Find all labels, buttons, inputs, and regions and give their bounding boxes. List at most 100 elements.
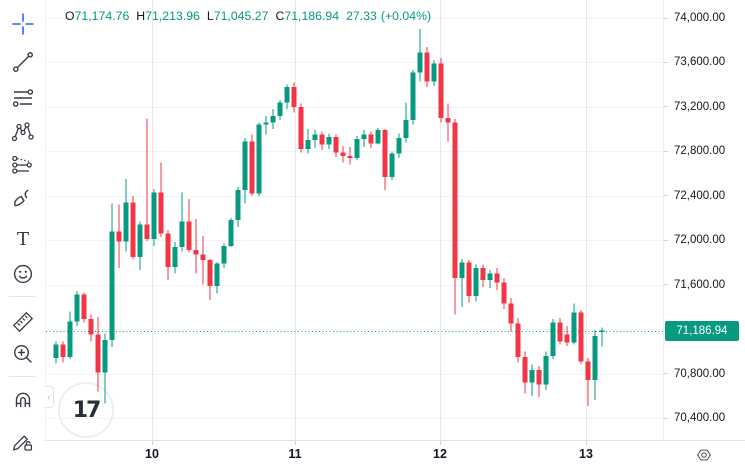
price-scale[interactable]: 71,186.94 74,000.00 73,600.00 73,200.00 72,…	[663, 0, 745, 440]
candle-body	[200, 254, 206, 261]
time-tick-label: 10	[145, 447, 159, 461]
emoji-tool-button[interactable]	[6, 258, 39, 290]
candle-body	[270, 115, 276, 123]
candle-body	[571, 312, 577, 343]
price-tick-label: 71,600.00	[674, 278, 726, 291]
candle-body	[165, 233, 171, 267]
candle-body	[249, 141, 255, 194]
time-tick-mark	[295, 441, 296, 445]
candle-body	[557, 322, 563, 342]
candle-body	[382, 130, 388, 177]
time-axis-settings-button[interactable]	[693, 445, 715, 467]
text-tool-button[interactable]: T	[6, 223, 39, 255]
zoom-in-icon	[10, 341, 36, 367]
price-tick-label: 72,400.00	[674, 189, 726, 202]
candle-wick	[461, 259, 463, 307]
candle-body	[60, 344, 66, 357]
price-tick-mark	[664, 195, 668, 197]
projection-tool-button[interactable]	[6, 149, 39, 181]
crosshair-tool-button[interactable]	[6, 8, 39, 40]
candle-body	[592, 335, 598, 381]
candle-body	[438, 63, 444, 118]
candle-wick	[601, 327, 603, 347]
price-tick-mark	[664, 61, 668, 63]
candle-body	[151, 192, 157, 240]
trend-line-tool-button[interactable]	[6, 46, 39, 78]
candle-body	[494, 273, 500, 283]
candle-body	[508, 303, 514, 324]
close-group: C71,186.94	[275, 9, 339, 23]
candle-series	[53, 29, 605, 406]
current-price-badge: 71,186.94	[665, 320, 739, 341]
drawing-lock-tool-button[interactable]	[6, 426, 39, 458]
price-tick-label: 74,000.00	[674, 12, 726, 24]
ruler-tool-button[interactable]	[6, 306, 39, 338]
close-label: C	[275, 9, 285, 23]
candle-body	[305, 140, 311, 150]
trend-line-icon	[10, 49, 36, 75]
emoji-icon	[10, 261, 36, 287]
time-tick-mark	[152, 441, 153, 445]
price-tick-mark	[664, 373, 668, 375]
candle-body	[74, 294, 80, 322]
open-label: O	[65, 9, 75, 23]
low-label: L	[206, 9, 214, 23]
candle-body	[340, 152, 346, 156]
candle-body	[501, 282, 507, 304]
candle-body	[578, 312, 584, 362]
candle-body	[298, 106, 304, 150]
candle-body	[172, 246, 178, 267]
candle-body	[389, 153, 395, 177]
chevron-left-icon: ‹	[47, 392, 51, 402]
toolbar-collapse-button[interactable]: ‹	[45, 386, 54, 408]
candle-wick	[146, 118, 148, 241]
candle-body	[375, 130, 381, 144]
drawing-lock-icon	[10, 429, 36, 455]
price-tick-mark	[664, 150, 668, 152]
candle-body	[102, 340, 108, 373]
fib-retracement-tool-button[interactable]	[6, 82, 39, 114]
candle-body	[221, 245, 227, 264]
time-tick-label: 11	[288, 447, 302, 461]
candle-body	[291, 86, 297, 107]
open-value: 71,174.76	[74, 9, 130, 23]
candle-body	[256, 124, 262, 194]
candle-body	[396, 138, 402, 154]
candle-body	[459, 262, 465, 278]
candle-wick	[447, 103, 449, 142]
candle-body	[284, 86, 290, 103]
candle-body	[347, 155, 353, 158]
candle-body	[263, 122, 269, 125]
price-tick-mark	[664, 284, 668, 286]
candle-body	[81, 294, 87, 320]
brush-icon	[10, 186, 36, 212]
text-icon: T	[10, 226, 36, 252]
brush-tool-button[interactable]	[6, 183, 39, 215]
candle-body	[480, 268, 486, 281]
price-tick-label: 73,600.00	[674, 56, 726, 69]
high-group: H71,213.96	[136, 9, 200, 23]
open-group: O71,174.76	[65, 9, 129, 23]
change-percent: (+0.04%)	[380, 9, 432, 23]
close-value: 71,186.94	[284, 9, 340, 23]
candle-body	[424, 52, 430, 82]
high-label: H	[136, 9, 146, 23]
zoom-in-tool-button[interactable]	[6, 338, 39, 370]
candle-body	[550, 322, 556, 356]
candle-body	[585, 361, 591, 381]
price-tick-label: 70,800.00	[674, 367, 726, 380]
price-tick-label: 72,000.00	[674, 234, 726, 247]
magnet-tool-button[interactable]	[6, 384, 39, 416]
candle-body	[536, 370, 542, 385]
candle-body	[95, 334, 101, 373]
candle-body	[158, 192, 164, 234]
time-tick-mark	[440, 441, 441, 445]
xabcd-pattern-tool-button[interactable]	[6, 116, 39, 148]
candle-body	[179, 221, 185, 247]
time-scale[interactable]: 10 11 12 13	[45, 440, 745, 470]
candle-body	[67, 321, 73, 357]
price-tick-label: 70,400.00	[674, 412, 726, 424]
candle-body	[88, 319, 94, 335]
